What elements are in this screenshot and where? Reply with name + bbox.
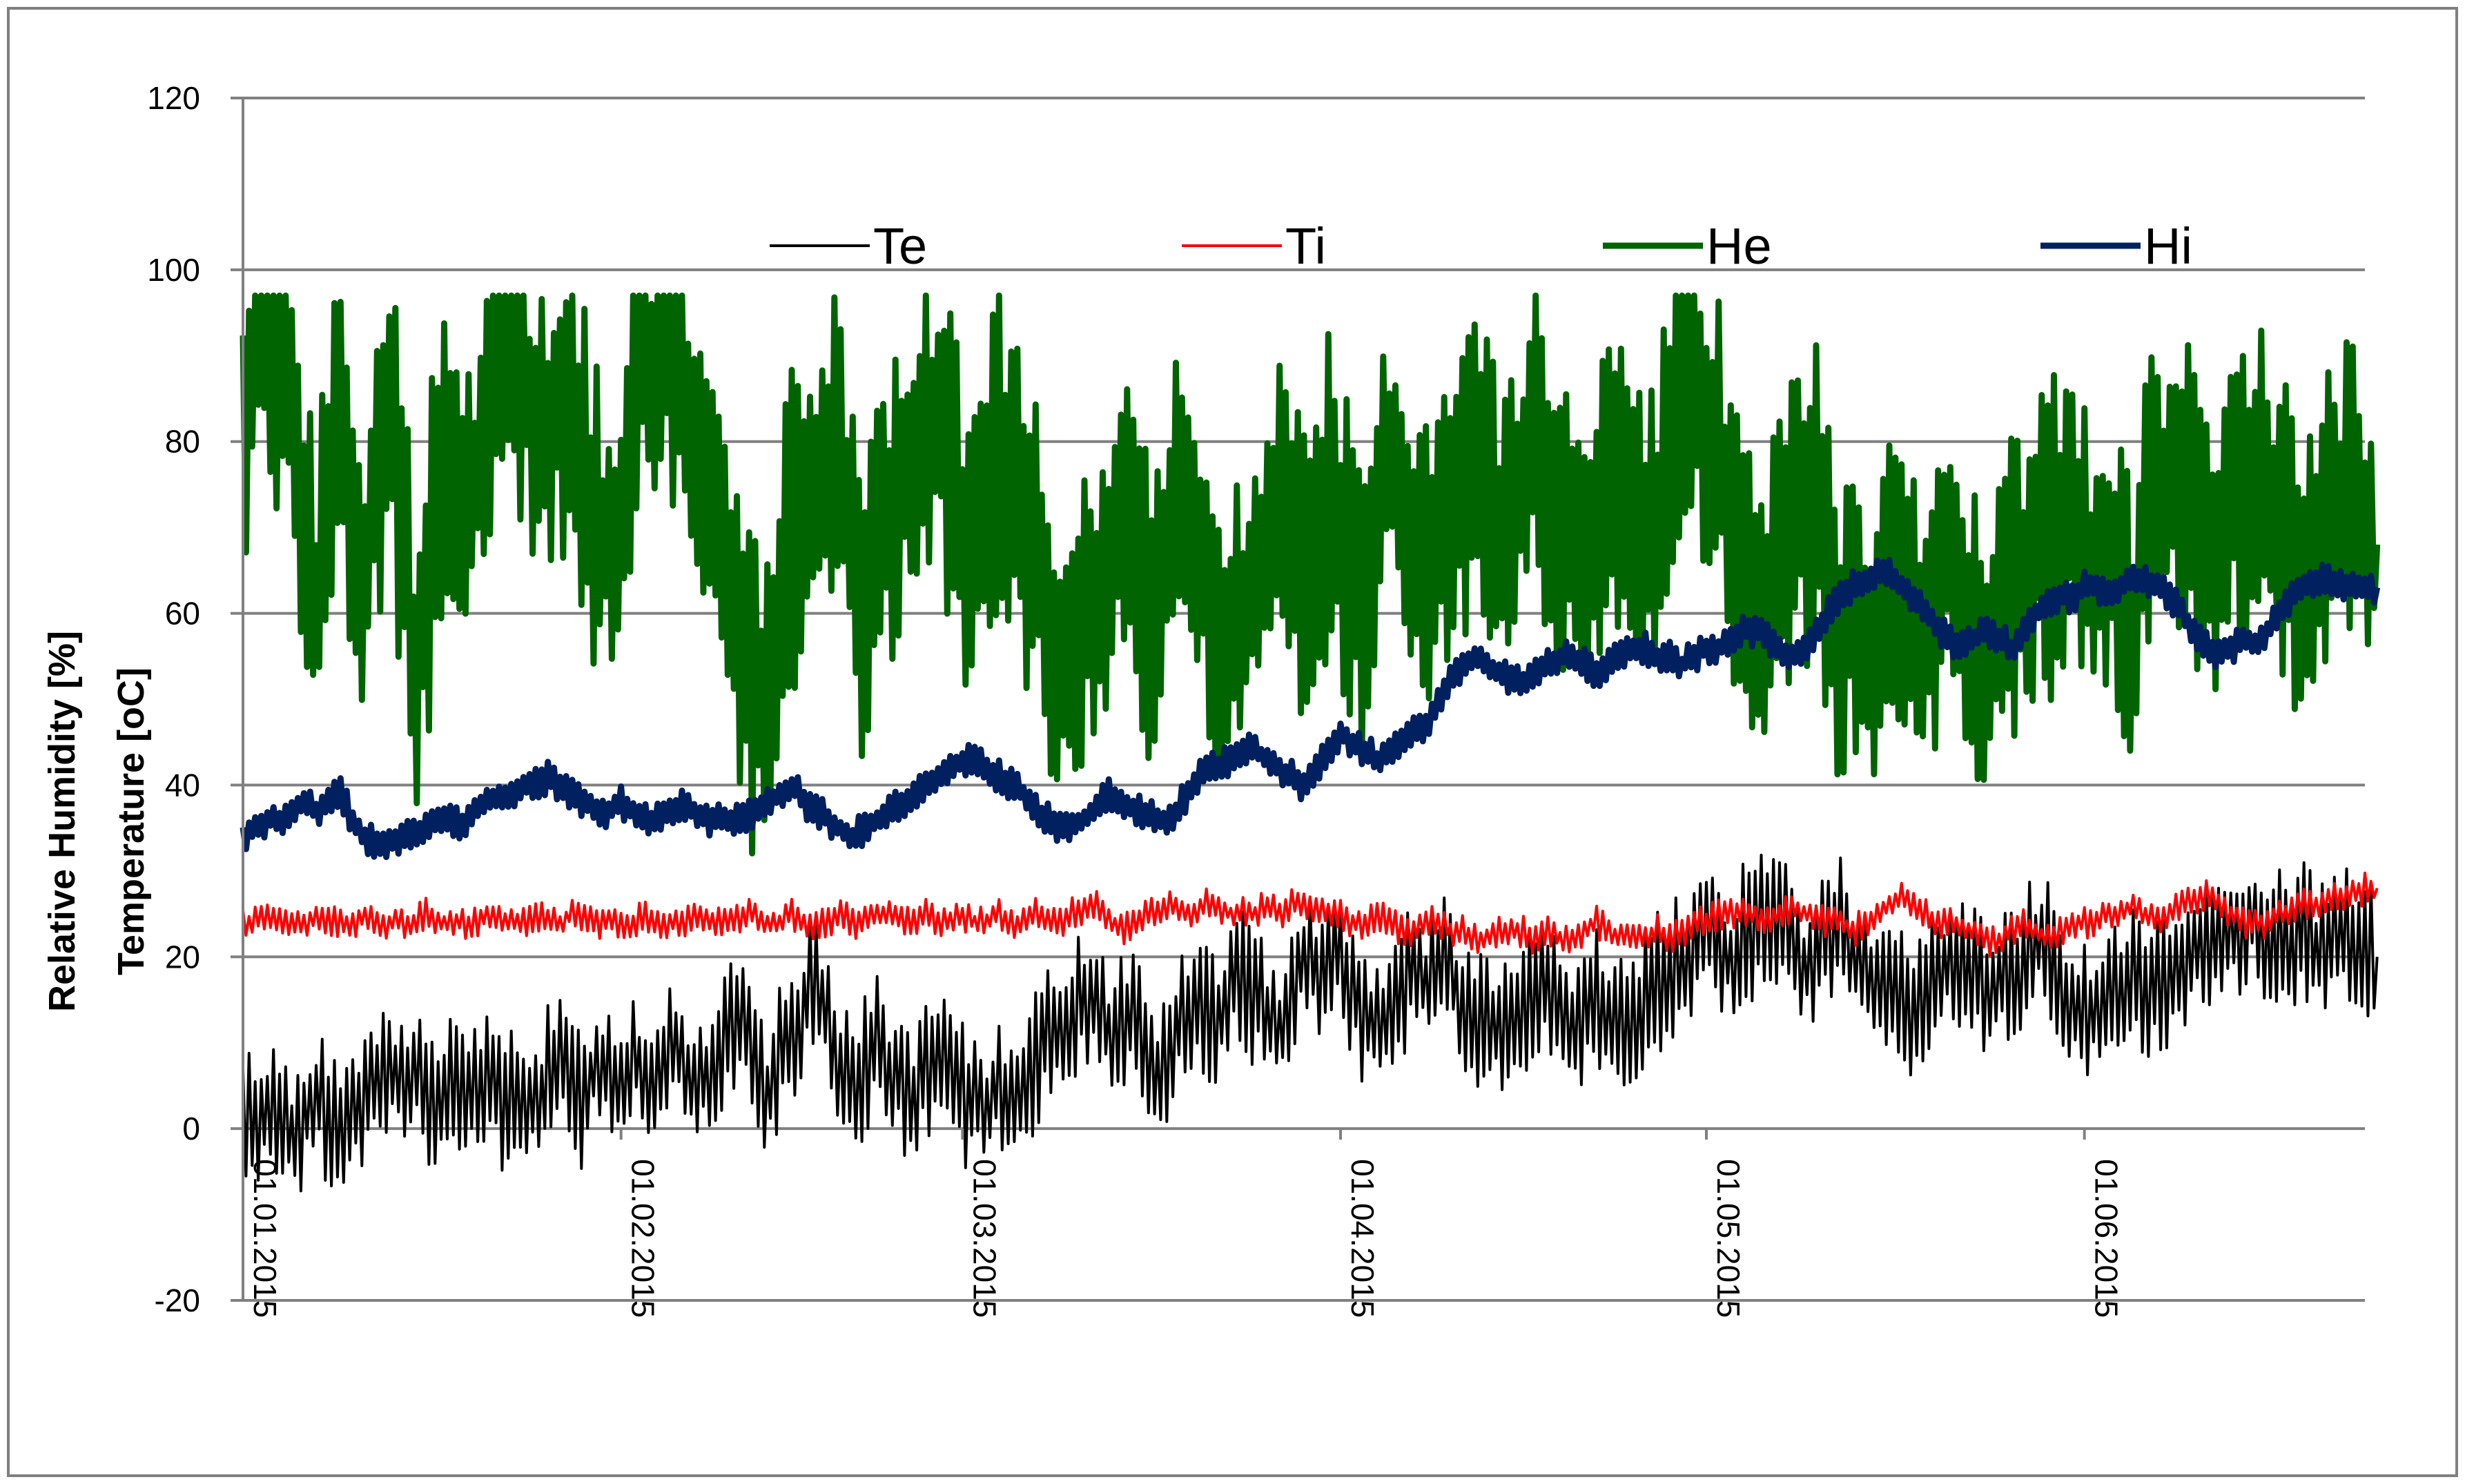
y-tick-label: 20: [165, 939, 200, 975]
x-tick-label: 01.05.2015: [1711, 1159, 1746, 1318]
x-tick-labels: 01.01.2015 01.02.2015 01.03.2015 01.04.2015…: [247, 1159, 2125, 1318]
y-tick-label: 80: [165, 424, 200, 460]
series-line-ti: [242, 871, 2379, 957]
y-axis-title-line-2: Temperature [oC]: [110, 667, 152, 975]
series-layer: [240, 292, 2381, 1193]
y-axis-title: Relative Humidity [%] Temperature [oC]: [41, 631, 152, 1012]
axes: [242, 98, 2086, 1300]
x-tick-label: 01.06.2015: [2089, 1159, 2125, 1318]
y-tick-label: -20: [155, 1282, 200, 1318]
y-tick-label: 0: [182, 1111, 200, 1146]
y-axis-title-line-1: Relative Humidity [%]: [41, 631, 83, 1012]
legend-label-ti: Ti: [1285, 217, 1326, 275]
y-tick-label: 40: [165, 767, 200, 803]
series-line-hi: [240, 557, 2381, 861]
x-tick-label: 01.02.2015: [625, 1159, 661, 1318]
y-tick-label: 120: [147, 80, 200, 116]
legend-label-hi: Hi: [2144, 217, 2192, 275]
y-tick-label: 100: [147, 252, 200, 288]
y-tick-labels: -20 0 20 40 60 80 100 120: [147, 80, 200, 1318]
x-tick-label: 01.01.2015: [247, 1159, 283, 1318]
legend-label-te: Te: [873, 217, 927, 275]
y-tick-label: 60: [165, 596, 200, 632]
series-line-he: [240, 292, 2381, 857]
legend: Te Ti He Hi: [770, 217, 2192, 275]
legend-label-he: He: [1706, 217, 1772, 275]
x-tick-label: 01.04.2015: [1345, 1159, 1381, 1318]
x-tick-label: 01.03.2015: [966, 1159, 1002, 1318]
